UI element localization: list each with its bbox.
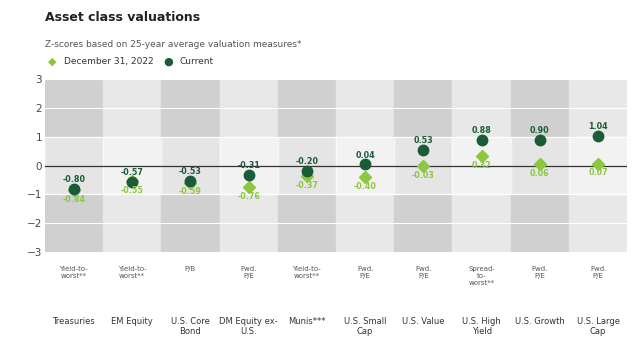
Bar [220,79,278,252]
Text: -0.31: -0.31 [237,161,260,170]
Text: Fwd.
P/E: Fwd. P/E [532,266,548,279]
Text: Yield-to-
worst**: Yield-to- worst** [60,266,88,279]
Text: U.S. Core
Bond: U.S. Core Bond [171,317,210,336]
Text: Asset class valuations: Asset class valuations [45,11,200,24]
Text: Current: Current [179,57,213,66]
Text: 0.06: 0.06 [530,169,550,178]
Bar [103,137,161,194]
Text: -0.40: -0.40 [354,182,376,191]
Text: EM Equity: EM Equity [111,317,153,326]
Bar [161,79,220,252]
Bar [394,137,452,194]
Bar [336,79,394,252]
Text: DM Equity ex-
U.S.: DM Equity ex- U.S. [220,317,278,336]
Bar [569,137,627,194]
Text: P/B: P/B [185,266,196,273]
Text: Munis***: Munis*** [288,317,326,326]
Text: 0.88: 0.88 [472,126,492,135]
Text: Fwd.
P/E: Fwd. P/E [357,266,373,279]
Bar [511,137,569,194]
Text: Fwd.
P/E: Fwd. P/E [241,266,257,279]
Bar [452,79,511,252]
Bar [394,79,452,252]
Text: -0.59: -0.59 [179,188,202,197]
Bar [511,79,569,252]
Bar [278,79,336,252]
Text: -0.76: -0.76 [237,192,260,201]
Text: Treasuries: Treasuries [52,317,95,326]
Text: 0.07: 0.07 [588,168,608,177]
Text: ◆: ◆ [48,56,56,66]
Text: Yield-to-
worst**: Yield-to- worst** [292,266,321,279]
Text: -0.03: -0.03 [412,171,435,180]
Text: Z-scores based on 25-year average valuation measures*: Z-scores based on 25-year average valuat… [45,40,301,49]
Text: -0.80: -0.80 [63,175,85,184]
Text: Fwd.
P/E: Fwd. P/E [590,266,606,279]
Bar [278,137,336,194]
Text: -0.37: -0.37 [296,181,318,190]
Bar [569,79,627,252]
Text: 0.90: 0.90 [530,126,550,135]
Text: 0.53: 0.53 [413,136,433,145]
Bar [161,137,220,194]
Text: December 31, 2022: December 31, 2022 [64,57,154,66]
Bar [220,137,278,194]
Text: 0.32: 0.32 [472,161,492,170]
Bar [452,137,511,194]
Text: Spread-
to-
worst**: Spread- to- worst** [468,266,495,287]
Bar [45,137,103,194]
Text: -0.55: -0.55 [121,186,143,195]
Text: U.S. Large
Cap: U.S. Large Cap [577,317,620,336]
Text: U.S. Growth: U.S. Growth [515,317,564,326]
Text: ●: ● [163,56,173,66]
Text: U.S. High
Yield: U.S. High Yield [462,317,501,336]
Text: Yield-to-
worst**: Yield-to- worst** [118,266,147,279]
Text: U.S. Small
Cap: U.S. Small Cap [344,317,387,336]
Text: -0.84: -0.84 [63,195,85,204]
Bar [103,79,161,252]
Text: 0.04: 0.04 [355,150,375,159]
Bar [45,79,103,252]
Text: 1.04: 1.04 [588,122,608,131]
Text: -0.53: -0.53 [179,167,202,176]
Bar [336,137,394,194]
Text: -0.20: -0.20 [296,157,318,166]
Text: -0.57: -0.57 [121,168,143,177]
Text: Fwd.
P/E: Fwd. P/E [415,266,431,279]
Text: U.S. Value: U.S. Value [402,317,445,326]
